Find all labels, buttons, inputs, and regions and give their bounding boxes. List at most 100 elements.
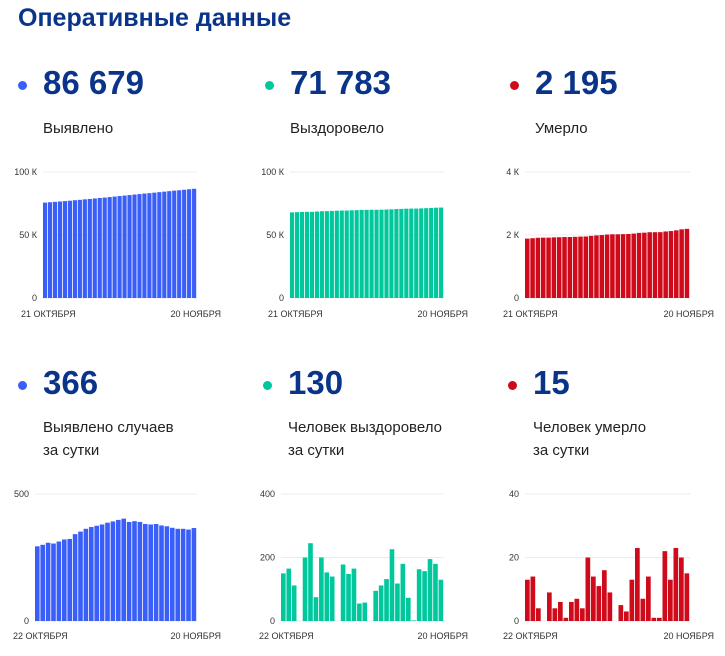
bar — [294, 212, 300, 298]
stat-label-line1: Человек выздоровело — [288, 419, 442, 436]
bar — [530, 238, 535, 298]
x-axis-date-label: 20 НОЯБРЯ — [417, 631, 468, 641]
y-tick-label: 0 — [514, 293, 519, 303]
y-tick-label: 100 К — [14, 167, 38, 177]
bar — [679, 229, 684, 298]
stat-value: 130 — [288, 364, 344, 401]
bar — [126, 521, 132, 621]
bar — [662, 551, 668, 621]
bar — [314, 211, 320, 298]
stat-label-line1: Выздоровело — [290, 120, 385, 137]
y-tick-label: 50 К — [19, 230, 38, 240]
bar — [620, 234, 626, 298]
bar — [351, 568, 357, 621]
bar — [400, 563, 406, 621]
bar — [357, 603, 362, 621]
bar — [147, 193, 152, 298]
x-axis-date-label: 22 ОКТЯБРЯ — [259, 631, 314, 641]
bar — [374, 209, 379, 298]
bar — [567, 237, 573, 298]
bar — [175, 528, 180, 621]
bar — [588, 235, 594, 298]
bar — [572, 236, 578, 298]
bar — [309, 211, 315, 298]
bar — [373, 590, 378, 621]
bar — [629, 579, 635, 621]
bar — [429, 207, 434, 298]
bar — [102, 197, 107, 298]
bar — [434, 207, 439, 298]
bar — [651, 617, 657, 621]
bar — [642, 232, 647, 298]
bar — [137, 194, 142, 298]
bar — [299, 211, 305, 298]
bar — [72, 200, 77, 298]
stat-label: Выявлено — [43, 117, 113, 140]
bar — [40, 544, 45, 621]
bar — [167, 191, 172, 298]
bar — [324, 572, 330, 621]
stat-label: Человек умерло за сутки — [533, 416, 646, 462]
bar — [389, 209, 394, 298]
bar — [684, 573, 690, 621]
bar — [384, 579, 389, 621]
bar — [657, 617, 662, 621]
stat-value: 86 679 — [43, 64, 144, 101]
stat-label-line1: Умерло — [535, 120, 588, 137]
bar-chart: 0 50 К 100 К 21 ОКТЯБРЯ 20 НОЯБРЯ — [261, 167, 468, 319]
bar — [308, 543, 313, 621]
bar — [525, 579, 530, 621]
bar-chart: 0 200 400 22 ОКТЯБРЯ 20 НОЯБРЯ — [259, 489, 468, 641]
bar — [364, 209, 369, 298]
bar — [389, 549, 395, 621]
bar — [89, 527, 94, 621]
bar — [62, 201, 68, 298]
bar — [152, 192, 157, 298]
bar — [186, 529, 191, 621]
bar — [646, 576, 651, 621]
bar — [344, 210, 349, 298]
bar — [626, 234, 631, 298]
bar — [291, 585, 297, 621]
bar — [525, 238, 530, 298]
bar — [580, 608, 585, 621]
bar — [658, 232, 663, 298]
x-axis-date-label: 22 ОКТЯБРЯ — [13, 631, 68, 641]
x-axis-date-label: 21 ОКТЯБРЯ — [268, 309, 323, 319]
bar — [438, 579, 444, 621]
bar — [132, 194, 137, 298]
bar — [286, 568, 292, 621]
stat-card: 15 Человек умерло за сутки 0 20 40 22 ОКТЯБ… — [490, 0, 725, 656]
y-tick-label: 50 К — [266, 230, 285, 240]
legend-dot-icon — [265, 81, 274, 90]
bar — [122, 195, 127, 298]
bar — [78, 531, 83, 621]
x-axis-date-label: 21 ОКТЯБРЯ — [21, 309, 76, 319]
bar — [604, 234, 610, 298]
bar — [62, 539, 67, 621]
y-tick-label: 4 К — [506, 167, 520, 177]
bar — [635, 547, 640, 621]
bar — [116, 519, 121, 621]
stat-label-line2: за сутки — [288, 442, 345, 459]
bar — [349, 210, 354, 298]
bar — [57, 201, 63, 298]
bar — [319, 557, 324, 621]
stat-value: 15 — [533, 364, 570, 401]
bar-chart: 0 2 К 4 К 21 ОКТЯБРЯ 20 НОЯБРЯ — [503, 167, 714, 319]
stat-label-line2: за сутки — [533, 442, 590, 459]
stat-value: 366 — [43, 364, 99, 401]
bar — [107, 197, 112, 298]
bar — [416, 569, 422, 621]
bar — [304, 211, 310, 298]
bar — [83, 528, 89, 621]
bar — [556, 237, 562, 298]
bar — [378, 585, 384, 621]
y-tick-label: 0 — [24, 616, 29, 626]
bar — [422, 571, 427, 621]
bar — [624, 611, 629, 621]
bar — [77, 199, 82, 298]
stat-label: Выявлено случаев за сутки — [43, 416, 174, 462]
bar — [647, 232, 652, 298]
bar — [369, 209, 374, 298]
